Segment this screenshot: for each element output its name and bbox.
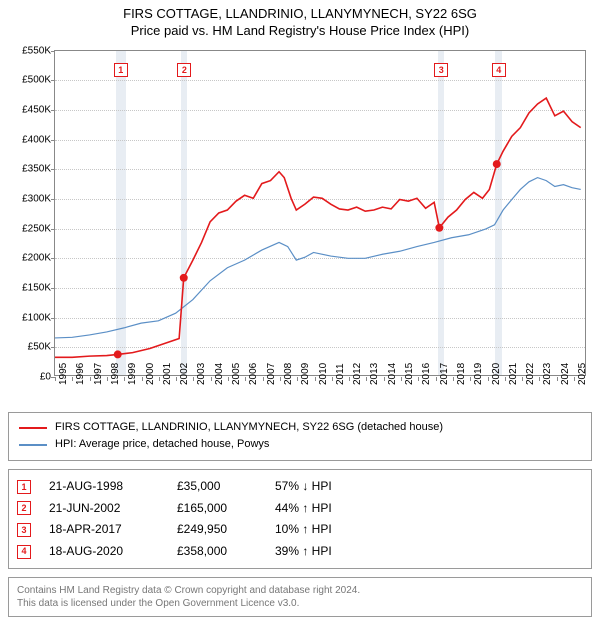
legend-label: HPI: Average price, detached house, Powy… bbox=[55, 436, 269, 454]
price-chart: £0 £50K £100K £150K £200K £250K £300K £350K £400… bbox=[8, 44, 592, 404]
transaction-vs-hpi: 10% ↑ HPI bbox=[275, 519, 365, 541]
sale-marker-dot bbox=[493, 160, 501, 168]
y-axis-label: £400K bbox=[22, 134, 51, 145]
transaction-marker: 1 bbox=[17, 480, 31, 494]
sale-marker-number: 4 bbox=[492, 63, 506, 77]
y-axis-label: £350K bbox=[22, 164, 51, 175]
title-line-2: Price paid vs. HM Land Registry's House … bbox=[8, 23, 592, 40]
y-axis-label: £0 bbox=[40, 371, 51, 382]
y-axis-label: £100K bbox=[22, 312, 51, 323]
sale-marker-dot bbox=[180, 274, 188, 282]
transaction-vs-hpi: 57% ↓ HPI bbox=[275, 476, 365, 498]
plot-area: £0£50K£100K£150K£200K£250K£300K£350K£400… bbox=[54, 50, 586, 376]
chart-title: FIRS COTTAGE, LLANDRINIO, LLANYMYNECH, S… bbox=[8, 6, 592, 40]
table-row: 3 18-APR-2017 £249,950 10% ↑ HPI bbox=[17, 519, 583, 541]
transactions-table: 1 21-AUG-1998 £35,000 57% ↓ HPI 2 21-JUN-2002… bbox=[8, 469, 592, 569]
title-line-1: FIRS COTTAGE, LLANDRINIO, LLANYMYNECH, S… bbox=[8, 6, 592, 23]
transaction-price: £249,950 bbox=[177, 519, 257, 541]
legend: FIRS COTTAGE, LLANDRINIO, LLANYMYNECH, S… bbox=[8, 412, 592, 461]
transaction-date: 18-APR-2017 bbox=[49, 519, 159, 541]
y-axis-label: £200K bbox=[22, 253, 51, 264]
transaction-price: £35,000 bbox=[177, 476, 257, 498]
y-axis-label: £50K bbox=[28, 342, 51, 353]
legend-item: FIRS COTTAGE, LLANDRINIO, LLANYMYNECH, S… bbox=[19, 419, 581, 437]
y-axis-label: £450K bbox=[22, 105, 51, 116]
sale-marker-number: 3 bbox=[434, 63, 448, 77]
y-axis-label: £550K bbox=[22, 45, 51, 56]
sale-marker-number: 1 bbox=[114, 63, 128, 77]
transaction-price: £165,000 bbox=[177, 498, 257, 520]
transaction-marker: 2 bbox=[17, 501, 31, 515]
transaction-date: 18-AUG-2020 bbox=[49, 541, 159, 563]
transaction-marker: 3 bbox=[17, 523, 31, 537]
transaction-date: 21-AUG-1998 bbox=[49, 476, 159, 498]
series-line bbox=[55, 98, 581, 357]
footer-line: Contains HM Land Registry data © Crown c… bbox=[17, 584, 583, 597]
transaction-price: £358,000 bbox=[177, 541, 257, 563]
sale-marker-number: 2 bbox=[177, 63, 191, 77]
transaction-vs-hpi: 44% ↑ HPI bbox=[275, 498, 365, 520]
y-axis-label: £300K bbox=[22, 193, 51, 204]
transaction-date: 21-JUN-2002 bbox=[49, 498, 159, 520]
table-row: 4 18-AUG-2020 £358,000 39% ↑ HPI bbox=[17, 541, 583, 563]
series-line bbox=[55, 177, 581, 337]
y-axis-label: £250K bbox=[22, 223, 51, 234]
table-row: 1 21-AUG-1998 £35,000 57% ↓ HPI bbox=[17, 476, 583, 498]
y-axis-label: £150K bbox=[22, 282, 51, 293]
legend-label: FIRS COTTAGE, LLANDRINIO, LLANYMYNECH, S… bbox=[55, 419, 443, 437]
sale-marker-dot bbox=[114, 350, 122, 358]
table-row: 2 21-JUN-2002 £165,000 44% ↑ HPI bbox=[17, 498, 583, 520]
chart-lines bbox=[55, 51, 585, 375]
transaction-vs-hpi: 39% ↑ HPI bbox=[275, 541, 365, 563]
legend-item: HPI: Average price, detached house, Powy… bbox=[19, 436, 581, 454]
legend-swatch bbox=[19, 427, 47, 429]
legend-swatch bbox=[19, 444, 47, 446]
sale-marker-dot bbox=[435, 224, 443, 232]
y-axis-label: £500K bbox=[22, 75, 51, 86]
transaction-marker: 4 bbox=[17, 545, 31, 559]
footer-line: This data is licensed under the Open Gov… bbox=[17, 597, 583, 610]
footer-attribution: Contains HM Land Registry data © Crown c… bbox=[8, 577, 592, 617]
